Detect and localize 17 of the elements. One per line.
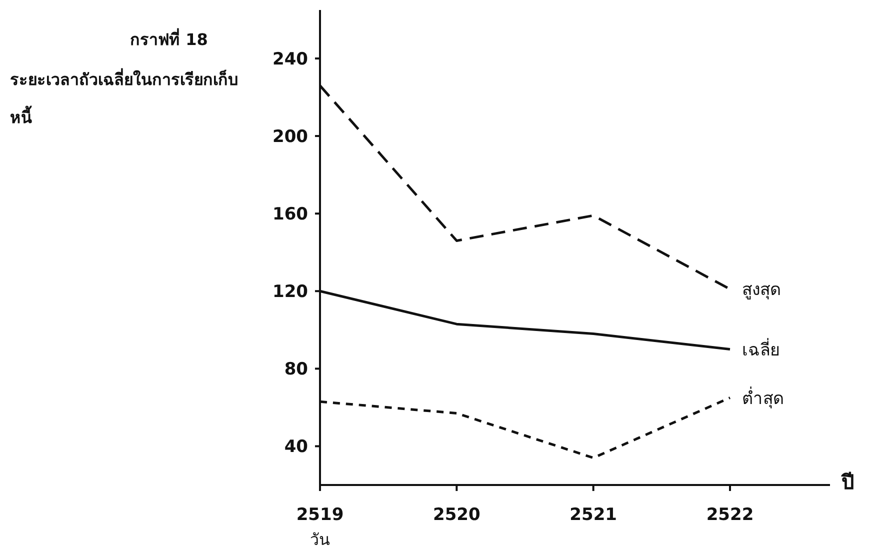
y-axis-title: วัน (310, 530, 330, 549)
y-tick-label: 240 (272, 49, 308, 70)
y-tick-label: 160 (272, 204, 308, 225)
y-tick-label: 120 (272, 282, 308, 302)
text: ระยะเวลาถัวเฉลี่ยในการเรียกเก็บหนี้ (10, 68, 238, 127)
x-tick-label: 2521 (570, 505, 617, 525)
x-tick-label: 2522 (706, 505, 754, 525)
y-tick-label: 40 (284, 437, 308, 458)
x-tick-label: 2519 (296, 505, 344, 525)
series-label: เฉลี่ย (742, 337, 780, 360)
x-axis-title: ปี (840, 470, 854, 494)
x-tick-label: 2520 (433, 505, 480, 525)
y-tick-label: 200 (272, 127, 308, 148)
series-label: ต่ำสุด (742, 386, 784, 409)
series-label: สูงสุด (742, 280, 781, 300)
text: กราฟที่ 18 (130, 28, 208, 49)
y-tick-label: 80 (284, 360, 308, 380)
